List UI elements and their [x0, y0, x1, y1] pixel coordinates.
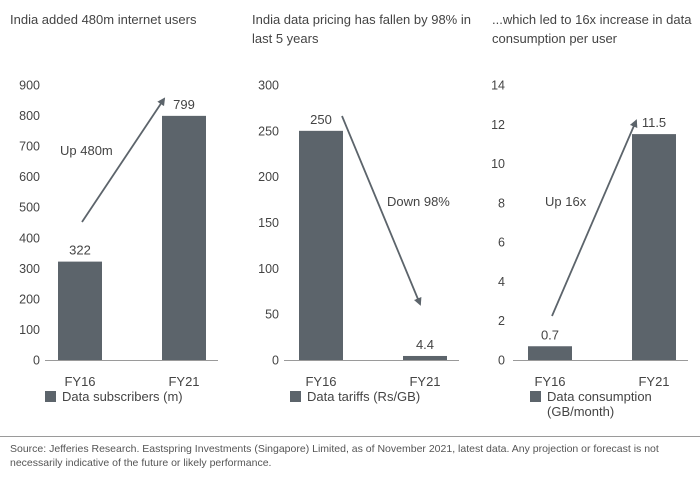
legend-swatch — [530, 391, 541, 402]
x-category-label: FY16 — [305, 374, 336, 389]
trend-annotation: Down 98% — [387, 194, 450, 209]
y-tick-label: 6 — [498, 236, 505, 250]
source-footnote: Source: Jefferies Research. Eastspring I… — [10, 443, 659, 469]
bar-fy16 — [58, 261, 102, 360]
y-tick-label: 800 — [19, 109, 40, 123]
y-tick-label: 500 — [19, 201, 40, 215]
trend-annotation: Up 480m — [60, 143, 113, 158]
y-tick-label: 4 — [498, 275, 505, 289]
y-tick-label: 14 — [491, 79, 505, 93]
y-tick-label: 8 — [498, 196, 505, 210]
trend-arrow — [551, 119, 638, 317]
y-tick-label: 900 — [19, 79, 40, 93]
y-tick-label: 600 — [19, 170, 40, 184]
y-tick-label: 300 — [258, 79, 279, 93]
x-category-label: FY21 — [168, 374, 199, 389]
legend-swatch — [45, 391, 56, 402]
y-tick-label: 100 — [258, 262, 279, 276]
bar-fy16 — [528, 346, 572, 360]
data-label: 799 — [173, 97, 195, 112]
y-tick-label: 150 — [258, 216, 279, 230]
legend-swatch — [290, 391, 301, 402]
chart-title-data-pricing: India data pricing has fallen by 98% in … — [252, 12, 471, 46]
y-tick-label: 200 — [258, 170, 279, 184]
trend-annotation: Up 16x — [545, 194, 587, 209]
data-label: 4.4 — [416, 337, 434, 352]
footer-divider — [0, 436, 700, 437]
legend-label: Data tariffs (Rs/GB) — [307, 389, 420, 404]
charts-canvas: 0100200300400500600700800900322FY16799FY… — [19, 79, 688, 419]
y-tick-label: 0 — [272, 354, 279, 368]
y-tick-label: 200 — [19, 292, 40, 306]
y-tick-label: 2 — [498, 314, 505, 328]
y-tick-label: 300 — [19, 262, 40, 276]
y-tick-label: 0 — [33, 354, 40, 368]
data-label: 0.7 — [541, 327, 559, 342]
x-category-label: FY16 — [534, 374, 565, 389]
bar-fy21 — [403, 355, 447, 360]
x-category-label: FY21 — [409, 374, 440, 389]
bar-fy21 — [162, 115, 206, 360]
chart-title-internet-users: India added 480m internet users — [10, 12, 197, 27]
data-label: 322 — [69, 243, 91, 258]
bar-fy16 — [299, 130, 343, 360]
data-label: 250 — [310, 112, 332, 127]
y-tick-label: 10 — [491, 157, 505, 171]
y-tick-label: 0 — [498, 354, 505, 368]
legend-label: Data consumption — [547, 389, 652, 404]
y-tick-label: 250 — [258, 124, 279, 138]
y-tick-label: 100 — [19, 323, 40, 337]
y-tick-label: 50 — [265, 308, 279, 322]
y-tick-label: 400 — [19, 231, 40, 245]
legend-label: (GB/month) — [547, 404, 614, 419]
y-tick-label: 700 — [19, 140, 40, 154]
x-category-label: FY21 — [638, 374, 669, 389]
x-category-label: FY16 — [64, 374, 95, 389]
y-tick-label: 12 — [491, 118, 505, 132]
bar-fy21 — [632, 134, 676, 360]
data-label: 11.5 — [642, 115, 666, 130]
legend-label: Data subscribers (m) — [62, 389, 183, 404]
trend-arrow — [341, 115, 422, 306]
trend-arrow — [81, 97, 166, 223]
chart-title-data-consumption: ...which led to 16x increase in data con… — [492, 12, 692, 46]
